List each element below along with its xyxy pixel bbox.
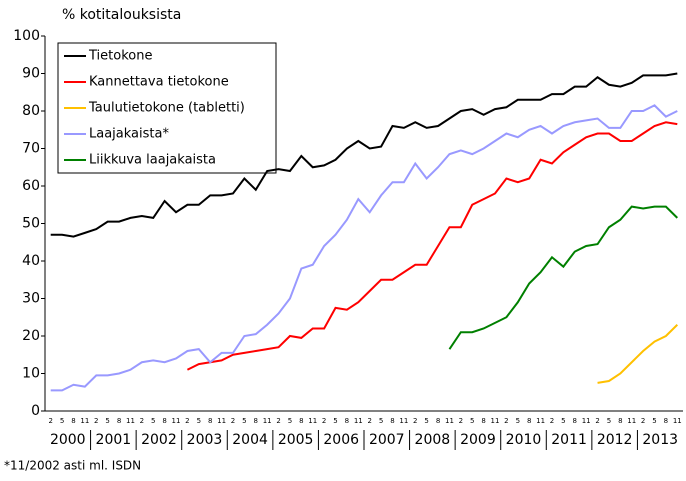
x-tick-label: 5 [60, 417, 64, 425]
legend-label: Tietokone [88, 49, 152, 64]
x-tick-label: 11 [445, 417, 454, 425]
year-label: 2010 [506, 432, 542, 448]
year-label: 2013 [642, 432, 678, 448]
year-label: 2000 [50, 432, 86, 448]
x-tick-label: 8 [71, 417, 75, 425]
x-tick-label: 2 [595, 417, 599, 425]
series-line [50, 72, 678, 238]
x-tick-label: 11 [263, 417, 272, 425]
x-tick-label: 8 [664, 417, 668, 425]
x-tick-label: 11 [354, 417, 363, 425]
y-axis-label: % kotitalouksista [62, 7, 181, 23]
x-tick-label: 5 [242, 417, 246, 425]
x-tick-label: 11 [126, 417, 135, 425]
legend-label: Liikkuva laajakaista [89, 153, 216, 168]
x-tick-label: 8 [436, 417, 440, 425]
x-tick-label: 11 [172, 417, 181, 425]
x-tick-label: 8 [390, 417, 394, 425]
x-tick-label: 8 [345, 417, 349, 425]
year-label: 2011 [551, 432, 587, 448]
y-tick-label: 80 [22, 103, 40, 119]
year-label: 2007 [369, 432, 405, 448]
x-tick-label: 8 [254, 417, 258, 425]
y-tick-label: 50 [22, 216, 40, 232]
y-tick-label: 30 [22, 291, 40, 307]
y-tick-label: 10 [22, 366, 40, 382]
x-tick-label: 11 [217, 417, 226, 425]
x-tick-label: 2 [550, 417, 554, 425]
year-label: 2003 [187, 432, 223, 448]
y-tick-label: 100 [13, 28, 40, 44]
x-tick-label: 5 [288, 417, 292, 425]
x-tick-label: 5 [333, 417, 337, 425]
x-tick-label: 5 [470, 417, 474, 425]
legend-label: Taulutietokone (tabletti) [88, 101, 245, 116]
x-tick-label: 5 [151, 417, 155, 425]
year-label: 2004 [232, 432, 268, 448]
x-tick-label: 8 [208, 417, 212, 425]
legend-label: Laajakaista* [89, 127, 169, 142]
y-tick-label: 60 [22, 178, 40, 194]
x-tick-label: 11 [308, 417, 317, 425]
series-line [448, 205, 679, 350]
year-label: 2012 [597, 432, 633, 448]
x-tick-label: 5 [516, 417, 520, 425]
x-tick-label: 8 [117, 417, 121, 425]
x-tick-label: 2 [231, 417, 235, 425]
x-tick-label: 2 [140, 417, 144, 425]
x-tick-label: 2 [459, 417, 463, 425]
x-tick-label: 5 [652, 417, 656, 425]
footnote: *11/2002 asti ml. ISDN [4, 459, 141, 473]
x-tick-label: 2 [94, 417, 98, 425]
y-tick-label: 0 [31, 403, 40, 419]
y-tick-label: 70 [22, 141, 40, 157]
x-tick-label: 2 [367, 417, 371, 425]
x-tick-label: 2 [276, 417, 280, 425]
y-tick-label: 20 [22, 328, 40, 344]
year-label: 2001 [96, 432, 132, 448]
legend-box [57, 42, 277, 174]
x-tick-label: 5 [607, 417, 611, 425]
x-tick-label: 8 [481, 417, 485, 425]
x-tick-label: 2 [641, 417, 645, 425]
x-tick-label: 2 [48, 417, 52, 425]
year-label: 2005 [278, 432, 314, 448]
y-tick-label: 90 [22, 66, 40, 82]
x-tick-label: 2 [504, 417, 508, 425]
x-tick-label: 2 [413, 417, 417, 425]
x-tick-label: 5 [105, 417, 109, 425]
x-tick-label: 11 [582, 417, 591, 425]
x-tick-label: 8 [162, 417, 166, 425]
x-tick-label: 5 [197, 417, 201, 425]
x-tick-label: 8 [573, 417, 577, 425]
series-line [186, 121, 678, 371]
x-tick-label: 11 [80, 417, 89, 425]
x-tick-label: 5 [424, 417, 428, 425]
x-tick-label: 8 [527, 417, 531, 425]
y-tick-label: 40 [22, 253, 40, 269]
year-label: 2006 [323, 432, 359, 448]
x-tick-label: 8 [299, 417, 303, 425]
x-tick-label: 2 [185, 417, 189, 425]
x-tick-label: 11 [536, 417, 545, 425]
x-tick-label: 11 [627, 417, 636, 425]
x-tick-label: 5 [561, 417, 565, 425]
x-tick-label: 8 [618, 417, 622, 425]
year-label: 2002 [141, 432, 177, 448]
x-tick-label: 11 [673, 417, 682, 425]
x-tick-label: 5 [379, 417, 383, 425]
x-tick-label: 11 [399, 417, 408, 425]
legend-label: Kannettava tietokone [89, 75, 229, 90]
series-line [50, 104, 678, 392]
x-tick-label: 11 [491, 417, 500, 425]
year-label: 2009 [460, 432, 496, 448]
year-label: 2008 [415, 432, 451, 448]
x-tick-label: 2 [322, 417, 326, 425]
series-line [597, 324, 679, 384]
